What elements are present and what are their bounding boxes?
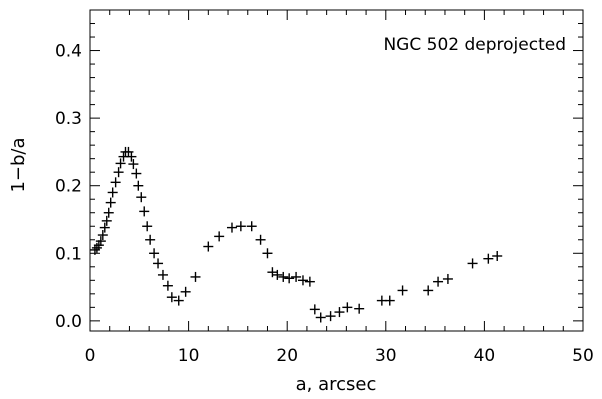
data-point xyxy=(342,302,353,313)
data-point xyxy=(190,271,201,282)
data-point xyxy=(433,276,444,287)
y-tick-label: 0.0 xyxy=(55,312,82,332)
data-point xyxy=(235,221,246,232)
data-point xyxy=(291,271,302,282)
data-point xyxy=(107,187,118,198)
data-point xyxy=(126,151,137,162)
data-point xyxy=(93,240,104,251)
plot-border xyxy=(89,9,584,332)
data-point xyxy=(149,248,160,259)
data-point xyxy=(162,280,173,291)
data-point xyxy=(133,180,144,191)
chart-annotation: NGC 502 deprojected xyxy=(383,35,566,55)
y-axis-label: 1−b/a xyxy=(8,137,29,192)
data-point xyxy=(325,311,336,322)
data-point xyxy=(166,292,177,303)
data-point xyxy=(309,304,320,315)
data-series xyxy=(89,146,503,323)
data-point xyxy=(95,236,106,247)
data-point xyxy=(157,269,168,280)
data-point xyxy=(136,192,147,203)
data-point xyxy=(97,230,108,241)
data-point xyxy=(442,273,453,284)
y-tick-label: 0.1 xyxy=(55,244,82,264)
data-point xyxy=(101,215,112,226)
data-point xyxy=(246,221,257,232)
data-point xyxy=(113,167,124,178)
data-point xyxy=(262,248,273,259)
data-point xyxy=(255,234,266,245)
y-axis: 0.0 0.1 0.2 0.3 0.4 xyxy=(55,9,583,332)
data-point xyxy=(142,221,153,232)
data-point xyxy=(203,241,214,252)
data-point xyxy=(397,285,408,296)
data-point xyxy=(131,168,142,179)
data-point xyxy=(297,275,308,286)
data-point xyxy=(173,295,184,306)
data-point xyxy=(128,159,139,170)
data-point xyxy=(103,207,114,218)
data-point xyxy=(145,234,156,245)
data-point xyxy=(267,267,278,278)
data-point xyxy=(483,253,494,264)
y-tick-label: 0.3 xyxy=(55,109,82,129)
data-point xyxy=(153,258,164,269)
data-point xyxy=(139,206,150,217)
y-tick-label: 0.2 xyxy=(55,177,82,197)
x-axis: 0 10 20 30 40 50 xyxy=(85,10,594,366)
data-point xyxy=(384,295,395,306)
x-tick-label: 0 xyxy=(85,346,96,366)
data-point xyxy=(226,222,237,233)
data-point xyxy=(315,312,326,323)
data-point xyxy=(467,258,478,269)
x-axis-label: a, arcsec xyxy=(296,374,377,395)
data-point xyxy=(492,250,503,261)
data-point xyxy=(110,177,121,188)
x-tick-label: 10 xyxy=(178,346,200,366)
data-point xyxy=(334,307,345,318)
y-tick-label: 0.4 xyxy=(55,42,82,62)
data-point xyxy=(180,286,191,297)
data-point xyxy=(354,303,365,314)
data-point xyxy=(99,222,110,233)
x-tick-label: 50 xyxy=(572,346,594,366)
data-point xyxy=(304,276,315,287)
data-point xyxy=(272,269,283,280)
data-point xyxy=(214,231,225,242)
data-point xyxy=(284,273,295,284)
data-point xyxy=(105,197,116,208)
data-point xyxy=(115,158,126,169)
plot-frame xyxy=(89,9,584,332)
x-tick-label: 40 xyxy=(474,346,496,366)
x-tick-label: 30 xyxy=(375,346,397,366)
data-point xyxy=(423,285,434,296)
x-tick-label: 20 xyxy=(276,346,298,366)
data-point xyxy=(278,271,289,282)
